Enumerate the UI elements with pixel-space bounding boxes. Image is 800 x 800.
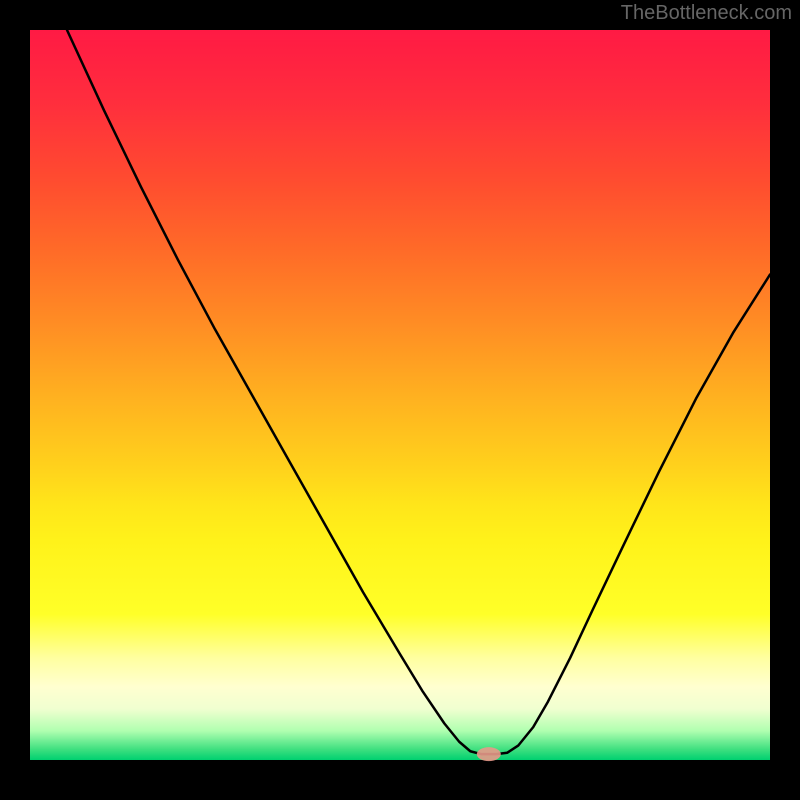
- attribution-text: TheBottleneck.com: [621, 2, 792, 25]
- bottleneck-chart: TheBottleneck.com: [0, 0, 800, 800]
- optimal-point-marker: [477, 747, 501, 761]
- chart-plot-area: [30, 30, 770, 760]
- chart-svg: [0, 0, 800, 800]
